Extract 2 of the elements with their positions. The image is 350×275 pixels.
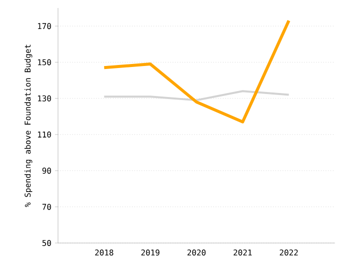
line-series (103, 90, 290, 102)
line-series (102, 19, 290, 124)
